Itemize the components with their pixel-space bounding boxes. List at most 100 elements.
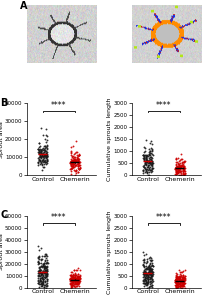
Point [74,281,78,286]
Point [72,159,75,164]
Point [148,269,151,274]
Point [175,169,179,174]
Point [150,269,153,274]
Point [42,153,45,158]
Point [75,274,79,279]
Point [150,272,153,277]
Point [150,147,153,152]
Point [73,172,76,177]
Point [69,285,72,290]
Y-axis label: Cumulative sprouts length: Cumulative sprouts length [107,210,112,294]
Point [174,282,177,287]
Point [144,165,148,170]
Point [178,279,181,284]
Point [68,276,72,281]
Point [150,278,153,283]
Point [73,279,76,283]
Point [181,282,184,287]
Point [75,281,79,286]
Point [41,159,44,164]
Point [178,166,181,171]
Y-axis label: Cumulative sprouts length: Cumulative sprouts length [107,98,112,181]
Point [39,284,42,289]
Point [181,274,184,279]
Point [179,278,182,282]
Point [176,165,179,170]
Point [180,282,183,287]
Point [37,278,40,282]
Point [150,270,153,274]
Point [180,278,183,283]
Point [181,160,184,165]
Point [173,280,177,285]
Point [74,280,78,285]
Point [44,286,47,290]
Point [178,282,181,287]
Point [44,275,47,280]
Point [75,156,78,161]
Point [175,171,178,176]
Point [145,162,149,167]
Point [149,154,152,159]
Point [146,263,150,268]
Point [70,161,73,166]
Point [176,166,180,170]
Point [149,146,152,151]
Point [176,167,179,172]
Point [175,169,178,174]
Point [74,277,77,282]
Point [148,271,151,276]
Point [39,265,42,270]
Point [181,275,185,280]
Point [38,278,41,283]
Point [149,159,152,164]
Point [174,279,177,284]
Point [142,271,146,276]
Point [74,163,77,168]
Point [73,160,76,165]
Point [70,278,73,283]
Point [147,266,151,271]
Point [145,160,148,165]
Point [69,282,72,287]
Point [174,165,177,170]
Point [145,270,149,274]
Point [38,140,41,145]
Point [45,133,49,138]
Point [145,264,149,269]
Point [145,281,148,286]
Point [75,154,79,159]
Point [173,276,177,281]
Point [76,161,79,166]
Point [37,149,41,154]
Point [36,156,40,161]
Point [69,270,72,275]
Point [176,277,180,281]
Point [149,159,153,164]
Point [180,168,183,172]
Point [142,272,145,277]
Point [147,168,151,172]
Point [142,276,146,280]
Point [147,275,150,280]
Point [147,149,150,154]
Point [145,154,149,159]
Point [179,278,182,282]
Point [70,166,73,170]
Point [71,159,74,164]
Point [147,271,151,276]
Point [39,154,43,159]
Point [141,250,144,254]
Point [41,275,44,280]
Point [70,276,73,280]
Point [149,273,153,278]
Point [70,165,73,170]
Point [143,278,146,283]
Point [143,281,146,286]
Point [174,155,177,160]
Point [37,279,40,284]
Point [73,154,76,159]
Point [173,283,176,288]
Point [45,261,49,266]
Point [179,283,183,287]
